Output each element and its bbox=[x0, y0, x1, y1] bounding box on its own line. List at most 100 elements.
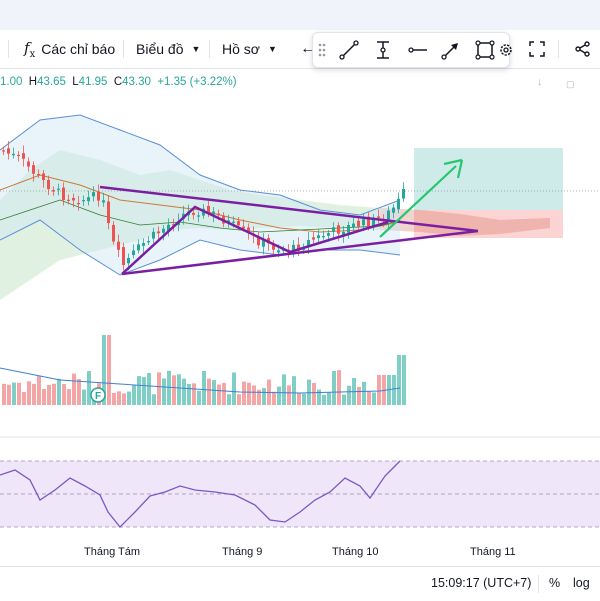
trend-line-icon[interactable] bbox=[337, 38, 361, 62]
chart-type-button[interactable]: Biểu đồ ▼ bbox=[136, 30, 200, 68]
settings-icon[interactable] bbox=[497, 38, 515, 62]
fullscreen-icon bbox=[529, 41, 545, 57]
volume-bar bbox=[377, 375, 381, 405]
triangle-lower-line[interactable] bbox=[121, 229, 479, 276]
candle-body bbox=[167, 224, 170, 232]
volume-bar bbox=[132, 384, 136, 405]
candle-body bbox=[397, 198, 400, 210]
candle-body bbox=[197, 215, 200, 217]
pane-close-icon[interactable]: ▢ bbox=[566, 79, 575, 89]
candle-body bbox=[172, 224, 175, 226]
volume-bar bbox=[77, 378, 81, 405]
volume-bar bbox=[192, 383, 196, 405]
candle-body bbox=[157, 231, 160, 234]
share-icon bbox=[575, 41, 590, 57]
candle-body bbox=[297, 244, 300, 251]
chevron-down-icon: ▼ bbox=[191, 44, 201, 54]
volume-bar bbox=[347, 385, 351, 405]
drag-handle-icon[interactable] bbox=[315, 38, 329, 62]
candle-body bbox=[257, 237, 260, 246]
chart-type-label: Biểu đồ bbox=[136, 41, 184, 57]
arrow-icon[interactable] bbox=[439, 38, 463, 62]
candle-body bbox=[7, 148, 10, 154]
stop-zone[interactable] bbox=[414, 210, 563, 238]
volume-bar bbox=[337, 370, 341, 405]
volume-bar bbox=[217, 384, 221, 405]
bollinger-fill bbox=[0, 115, 400, 275]
volume-bar bbox=[142, 377, 146, 405]
candle-body bbox=[27, 161, 30, 167]
indicators-button[interactable]: fx Các chỉ báo bbox=[24, 30, 115, 68]
candle-body bbox=[42, 173, 45, 181]
pane-move-down-icon[interactable]: ↓ bbox=[537, 76, 543, 88]
vertical-line-icon[interactable] bbox=[371, 38, 395, 62]
share-button[interactable] bbox=[574, 30, 592, 68]
candle-body bbox=[72, 197, 75, 201]
x-axis-label-sep: Tháng 9 bbox=[222, 546, 263, 558]
candle-body bbox=[112, 225, 115, 242]
volume-bar bbox=[47, 384, 51, 405]
candle-body bbox=[342, 231, 345, 236]
clock-readout[interactable]: 15:09:17 (UTC+7) bbox=[431, 576, 532, 590]
ohlc-low: 41.95 bbox=[78, 76, 108, 88]
candle-body bbox=[317, 235, 320, 239]
fullscreen-button[interactable] bbox=[529, 30, 545, 68]
volume-bar bbox=[62, 384, 66, 405]
triangle-upper-line[interactable] bbox=[99, 185, 479, 233]
volume-bar bbox=[327, 392, 331, 405]
volume-bar bbox=[22, 391, 26, 405]
volume-bar bbox=[312, 382, 316, 405]
candle-body bbox=[262, 239, 265, 247]
candle-body bbox=[57, 188, 60, 190]
ichimoku-cloud-red bbox=[380, 208, 550, 236]
rsi-band bbox=[0, 461, 600, 527]
financials-marker[interactable] bbox=[90, 387, 106, 403]
rectangle-icon[interactable] bbox=[473, 38, 497, 62]
volume-bar bbox=[317, 389, 321, 405]
volume-bar bbox=[332, 370, 336, 405]
volume-bar bbox=[187, 383, 191, 405]
volume-bar bbox=[72, 373, 76, 405]
volume-bar bbox=[302, 393, 306, 405]
candle-body bbox=[52, 190, 55, 192]
breakout-arrow-head bbox=[443, 158, 464, 179]
candle-body bbox=[62, 187, 65, 201]
toolbar-divider bbox=[123, 40, 124, 58]
percent-scale-toggle[interactable]: % bbox=[549, 576, 561, 590]
kijun-line bbox=[0, 199, 401, 233]
volume-bar bbox=[42, 389, 46, 405]
candle-body bbox=[307, 240, 310, 247]
horizontal-ray-icon[interactable] bbox=[405, 38, 429, 62]
candle-body bbox=[207, 205, 210, 214]
indicators-label: Các chỉ báo bbox=[41, 41, 116, 57]
candle-body bbox=[312, 237, 315, 240]
candle-body bbox=[402, 189, 405, 199]
candle-body bbox=[247, 227, 250, 233]
ohlc-high-key: H bbox=[28, 76, 38, 88]
volume-bar bbox=[67, 389, 71, 405]
pattern-wave-line[interactable] bbox=[121, 205, 389, 275]
candle-body bbox=[107, 201, 110, 224]
chart-canvas[interactable]: F bbox=[0, 68, 600, 566]
profile-button[interactable]: Hồ sơ ▼ bbox=[222, 30, 277, 68]
candle-body bbox=[332, 227, 335, 232]
candle-body bbox=[132, 250, 135, 256]
log-scale-toggle[interactable]: log bbox=[573, 576, 590, 590]
volume-bar bbox=[272, 391, 276, 405]
drawing-toolbar bbox=[312, 32, 512, 68]
candle-body bbox=[137, 244, 140, 251]
candle-body bbox=[192, 212, 195, 215]
volume-bar bbox=[7, 384, 11, 405]
volume-ma-line bbox=[0, 367, 401, 394]
target-zone[interactable] bbox=[414, 148, 563, 210]
volume-bar bbox=[17, 382, 21, 405]
candle-body bbox=[162, 228, 165, 233]
candle-body bbox=[352, 223, 355, 228]
volume-bar bbox=[112, 392, 116, 405]
candle-body bbox=[102, 200, 105, 203]
volume-bar bbox=[257, 389, 261, 405]
breakout-arrow[interactable] bbox=[379, 165, 457, 238]
volume-bar bbox=[297, 392, 301, 405]
browser-strip bbox=[0, 0, 600, 31]
candle-body bbox=[232, 221, 235, 223]
